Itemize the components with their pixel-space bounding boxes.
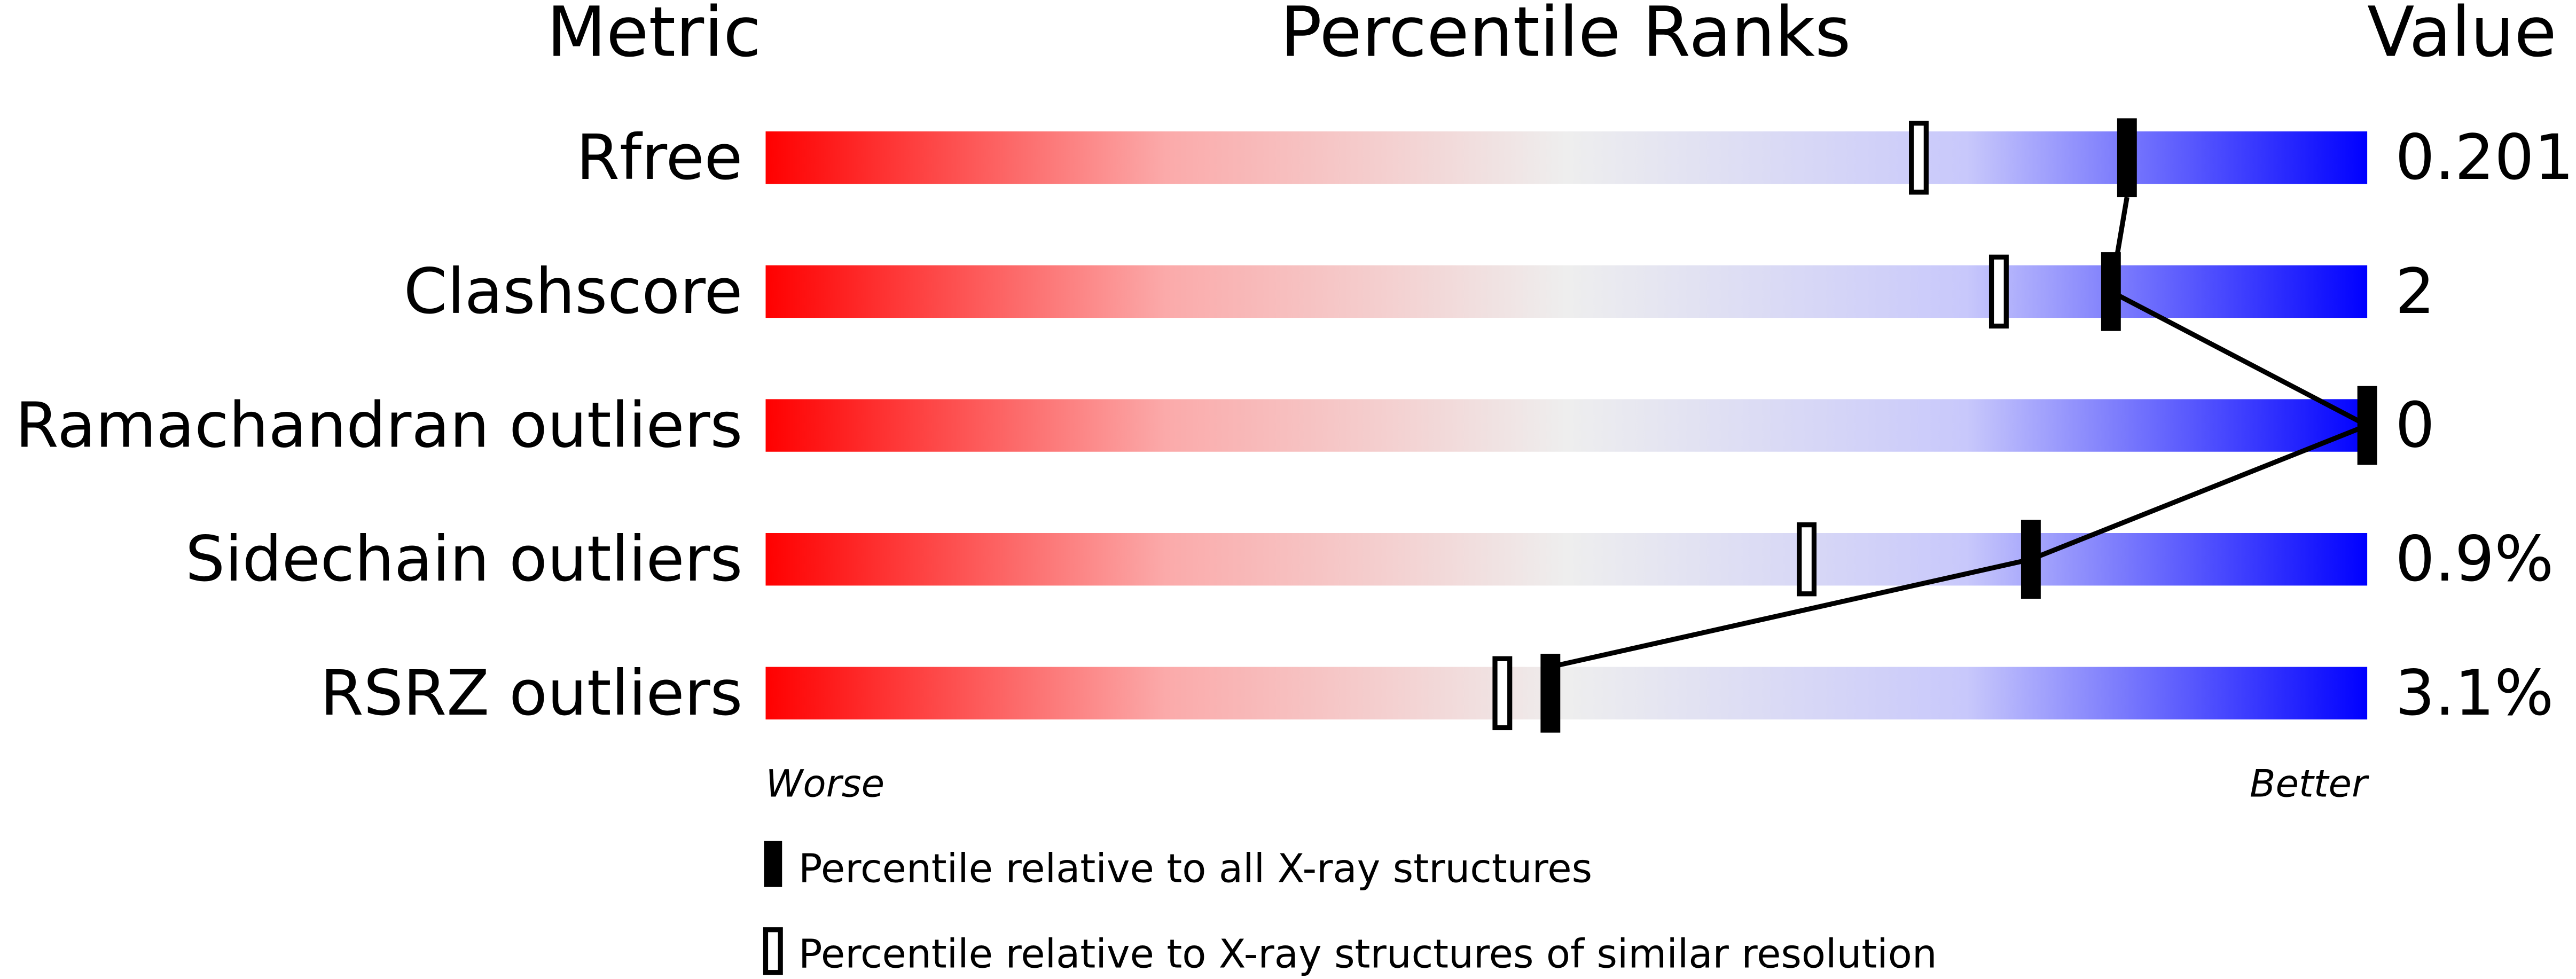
axis-worse-label: Worse <box>765 762 884 806</box>
metric-label: Ramachandran outliers <box>15 389 743 462</box>
header-metric: Metric <box>547 0 762 73</box>
axis-better-label: Better <box>2250 762 2369 806</box>
connector-line <box>1549 197 2374 670</box>
header-value: Value <box>2367 0 2557 73</box>
metric-value: 3.1% <box>2395 657 2554 730</box>
similar-resolution-marker <box>1492 656 1513 731</box>
legend-open-marker <box>763 927 783 975</box>
percentile-bar <box>765 399 2368 452</box>
percentile-bar <box>765 667 2368 720</box>
header-percentile: Percentile Ranks <box>1280 0 1851 73</box>
metric-value: 0 <box>2395 389 2434 462</box>
all-structures-marker <box>2117 118 2137 198</box>
percentile-bar <box>765 265 2368 318</box>
metric-label: RSRZ outliers <box>320 657 743 730</box>
percentile-bar <box>765 131 2368 184</box>
similar-resolution-marker <box>1909 121 1929 195</box>
metric-label: Rfree <box>576 121 743 194</box>
metric-value: 2 <box>2395 255 2434 328</box>
percentile-bar <box>765 533 2368 586</box>
legend-all-label: Percentile relative to all X-ray structu… <box>798 846 1592 892</box>
legend-filled-marker <box>764 841 782 887</box>
metric-label: Clashscore <box>404 255 743 328</box>
similar-resolution-marker <box>1988 254 2009 329</box>
metric-label: Sidechain outliers <box>185 523 742 596</box>
metric-value: 0.201 <box>2395 121 2574 194</box>
similar-resolution-marker <box>1797 522 1817 597</box>
metric-value: 0.9% <box>2395 523 2554 596</box>
legend-similar-label: Percentile relative to X-ray structures … <box>798 931 1937 977</box>
